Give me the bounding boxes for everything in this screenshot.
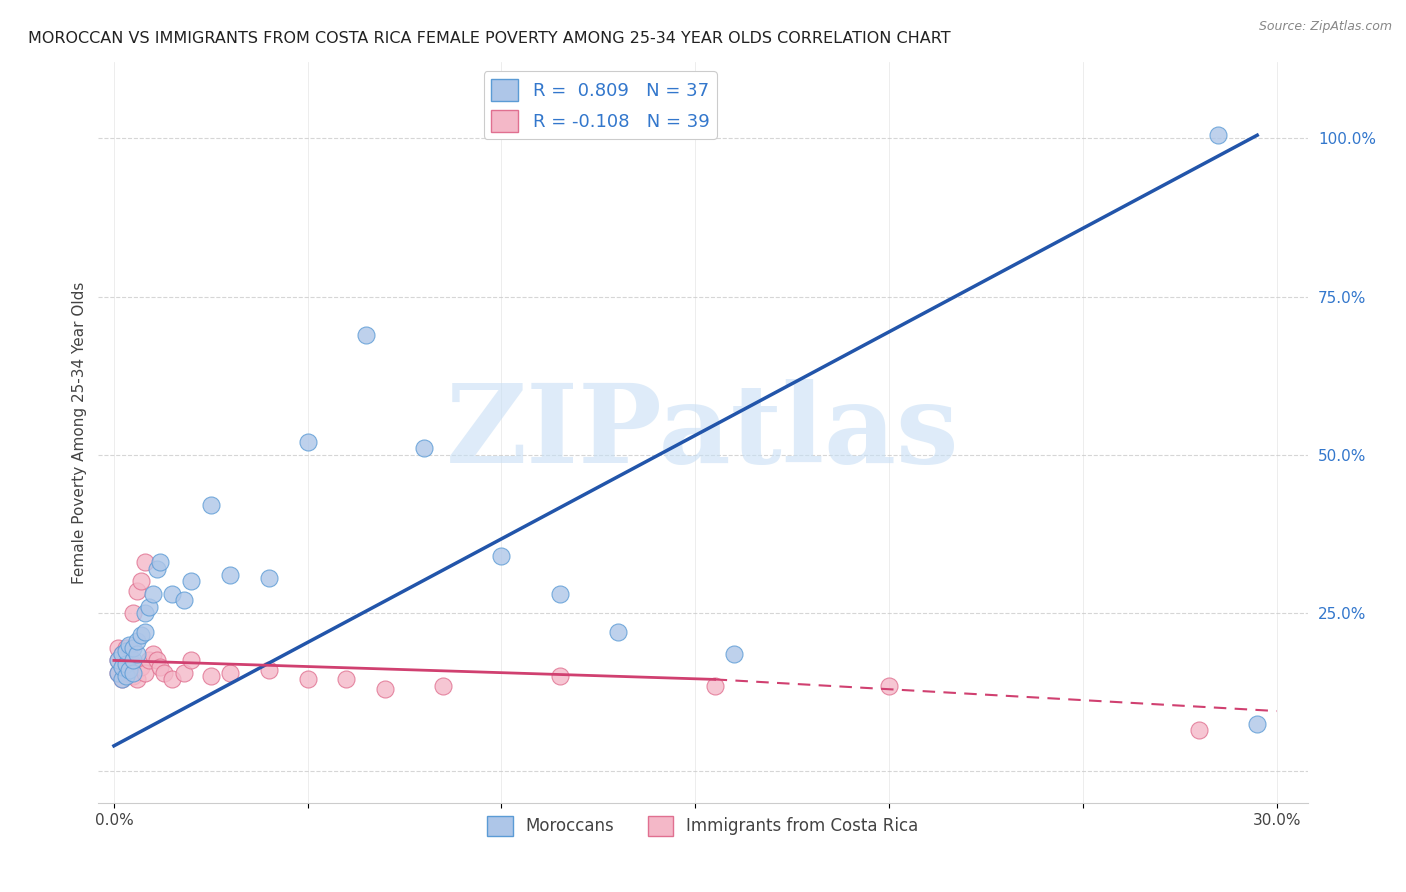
Point [134,555,156,569]
Point [145,653,167,667]
Point [180,653,202,667]
Point [149,555,172,569]
Point [114,644,136,658]
Y-axis label: Female Poverty Among 25-34 Year Olds: Female Poverty Among 25-34 Year Olds [72,282,87,583]
Point [200,669,222,683]
Point [118,638,141,652]
Point [877,679,900,693]
Text: ZIPatlas: ZIPatlas [446,379,960,486]
Point [111,647,134,661]
Point [127,647,149,661]
Point [413,442,436,456]
Point [118,663,141,677]
Point [107,666,129,681]
Point [138,599,160,614]
Point [257,663,280,677]
Point [118,659,141,673]
Point [114,669,136,683]
Point [180,574,202,589]
Point [122,606,145,620]
Point [491,549,513,563]
Point [114,653,136,667]
Point [122,653,145,667]
Point [173,666,195,681]
Point [160,673,183,687]
Point [114,666,136,681]
Point [173,593,195,607]
Point [134,666,156,681]
Point [200,499,222,513]
Point [122,657,145,671]
Point [432,679,454,693]
Text: MOROCCAN VS IMMIGRANTS FROM COSTA RICA FEMALE POVERTY AMONG 25-34 YEAR OLDS CORR: MOROCCAN VS IMMIGRANTS FROM COSTA RICA F… [28,31,950,46]
Point [134,606,156,620]
Point [114,657,136,671]
Point [219,666,242,681]
Point [107,653,129,667]
Point [107,640,129,655]
Point [107,653,129,667]
Point [548,669,571,683]
Point [129,659,152,673]
Point [1208,128,1230,143]
Point [138,653,160,667]
Point [335,673,357,687]
Point [127,673,149,687]
Point [111,673,134,687]
Point [118,647,141,661]
Point [1188,723,1211,737]
Point [122,640,145,655]
Point [257,571,280,585]
Point [111,647,134,661]
Point [703,679,725,693]
Point [548,587,571,601]
Point [145,562,167,576]
Point [127,583,149,598]
Point [374,681,396,696]
Point [134,624,156,639]
Point [149,659,172,673]
Legend: Moroccans, Immigrants from Costa Rica: Moroccans, Immigrants from Costa Rica [481,809,925,843]
Point [111,659,134,673]
Point [297,673,319,687]
Point [160,587,183,601]
Point [219,568,242,582]
Point [127,634,149,648]
Point [142,587,165,601]
Point [606,624,628,639]
Point [111,673,134,687]
Point [114,640,136,655]
Point [297,435,319,450]
Point [153,666,176,681]
Point [142,647,165,661]
Point [129,628,152,642]
Point [723,647,745,661]
Point [354,327,377,342]
Point [107,666,129,681]
Point [111,659,134,673]
Point [129,574,152,589]
Point [1246,716,1268,731]
Text: Source: ZipAtlas.com: Source: ZipAtlas.com [1258,20,1392,33]
Point [122,669,145,683]
Point [122,666,145,681]
